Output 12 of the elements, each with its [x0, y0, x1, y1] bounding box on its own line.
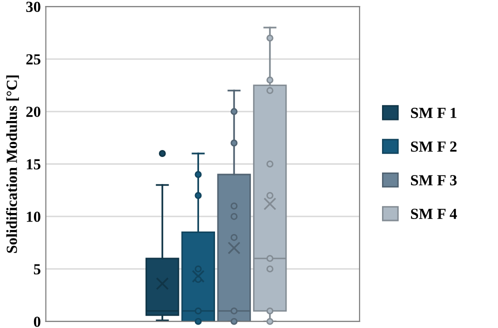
- y-tick-label: 15: [26, 159, 40, 170]
- y-tick-label: 25: [26, 54, 40, 64]
- y-axis-title: Solidification Modulus [°C]: [6, 75, 19, 253]
- legend-label: SM F 3: [411, 175, 457, 186]
- y-tick-label: 30: [26, 2, 40, 12]
- y-tick-label: 0: [34, 316, 40, 327]
- y-tick-label: 5: [34, 264, 40, 274]
- legend-label: SM F 1: [411, 108, 456, 118]
- legend-label: SM F 4: [411, 208, 457, 220]
- y-tick-label: 20: [26, 106, 40, 117]
- legend-label: SM F 2: [411, 141, 457, 152]
- y-tick-label: 10: [26, 212, 40, 222]
